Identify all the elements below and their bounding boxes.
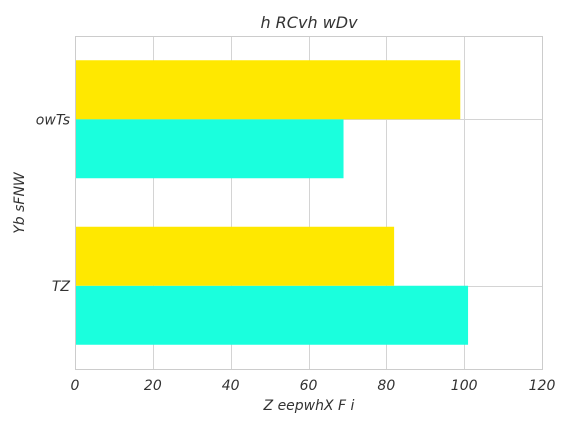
x-tick-label-3: 60 [300,378,318,394]
bar-owTs-series-0 [75,119,344,179]
x-tick-label-2: 40 [222,378,240,394]
x-tick-label-5: 100 [451,378,478,394]
chart-title: h RCvh wDv [260,13,358,32]
x-tick-label-4: 80 [377,378,395,394]
y-tick-label-0: TZ [52,279,71,295]
bars [75,60,469,345]
x-tick-label-6: 120 [529,378,556,394]
bar-owTs-series-1 [75,60,461,120]
x-tick-label-0: 0 [71,378,80,394]
x-axis-label: Z eepwhX F i [263,398,355,414]
x-tick-labels: 0 20 40 60 80 100 120 [71,378,556,394]
y-tick-label-1: owTs [36,112,70,128]
bar-TZ-series-1 [75,226,395,286]
bar-TZ-series-0 [75,285,469,345]
plot-frame [75,36,543,370]
y-axis-label: Yb sFNW [12,171,28,234]
x-tick-label-1: 20 [144,378,162,394]
y-tick-labels: TZ owTs [36,112,71,295]
